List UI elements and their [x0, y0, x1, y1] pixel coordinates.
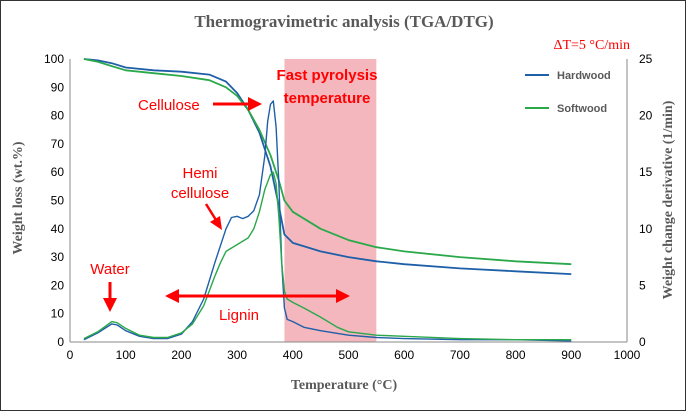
legend-softwood-label: Softwood [557, 103, 607, 115]
x-tick-label: 900 [561, 348, 581, 362]
lignin-annotation: Lignin [219, 307, 259, 324]
x-tick-label: 400 [283, 348, 303, 362]
cellulose-annotation: Cellulose [138, 97, 200, 114]
x-tick-label: 300 [227, 348, 247, 362]
y-left-tick-labels: 0 10 20 30 40 50 60 70 80 90 100 [44, 52, 64, 349]
y-right-tick-label: 20 [639, 109, 653, 123]
x-tick-label: 700 [450, 348, 470, 362]
y-left-tick-label: 100 [44, 52, 64, 66]
y-left-tick-label: 50 [51, 194, 65, 208]
x-tick-label: 100 [116, 348, 136, 362]
hemicellulose-annotation-line2: cellulose [171, 185, 229, 202]
lignin-arrow-head-left [165, 289, 179, 303]
y-right-tick-label: 5 [639, 278, 646, 292]
x-tick-labels: 0 100 200 300 400 500 600 700 800 900 1000 [67, 348, 641, 362]
x-tick-label: 0 [67, 348, 74, 362]
y-left-tick-label: 0 [57, 335, 64, 349]
y-right-tick-labels: 0 5 10 15 20 25 [639, 52, 653, 349]
x-tick-label: 500 [338, 348, 358, 362]
y-left-tick-label: 80 [51, 109, 65, 123]
y-axis-right-title: Weight change derivative (1/min) [661, 100, 676, 299]
y-left-tick-label: 20 [51, 278, 65, 292]
y-axis-left-title: Weight loss (wt.%) [11, 141, 26, 255]
series-group [83, 58, 572, 342]
y-left-tick-label: 10 [51, 307, 65, 321]
x-tick-label: 600 [394, 348, 414, 362]
x-tick-label: 1000 [614, 348, 641, 362]
x-tick-label: 800 [506, 348, 526, 362]
legend-hardwood-label: Hardwood [557, 70, 611, 82]
y-left-tick-label: 30 [51, 250, 65, 264]
lignin-arrow-head-right [336, 289, 350, 303]
y-right-tick-label: 15 [639, 165, 653, 179]
y-left-tick-label: 90 [51, 80, 65, 94]
softwood-tga-line [83, 58, 572, 266]
hemicellulose-arrow-shaft [204, 203, 218, 221]
hemicellulose-arrow-head [210, 216, 222, 230]
x-axis-title: Temperature (°C) [291, 378, 398, 393]
chart-title: Thermogravimetric analysis (TGA/DTG) [194, 12, 493, 31]
cellulose-arrow-head [248, 97, 262, 111]
y-left-tick-label: 70 [51, 137, 65, 151]
y-left-tick-label: 60 [51, 165, 65, 179]
hemicellulose-annotation-line1: Hemi [182, 165, 217, 182]
softwood-dtg-line [83, 171, 572, 341]
hardwood-dtg-line [83, 100, 572, 342]
y-right-tick-label: 10 [639, 222, 653, 236]
fast-pyrolysis-label-line1: Fast pyrolysis [277, 67, 378, 84]
y-left-tick-label: 40 [51, 222, 65, 236]
water-arrow-head [103, 298, 117, 312]
x-tick-label: 200 [171, 348, 191, 362]
y-right-tick-label: 0 [639, 335, 646, 349]
water-annotation: Water [90, 261, 129, 278]
y-right-tick-label: 25 [639, 52, 653, 66]
fast-pyrolysis-label-line2: temperature [284, 90, 371, 107]
heating-rate-label: ΔT=5 °C/min [553, 38, 630, 53]
